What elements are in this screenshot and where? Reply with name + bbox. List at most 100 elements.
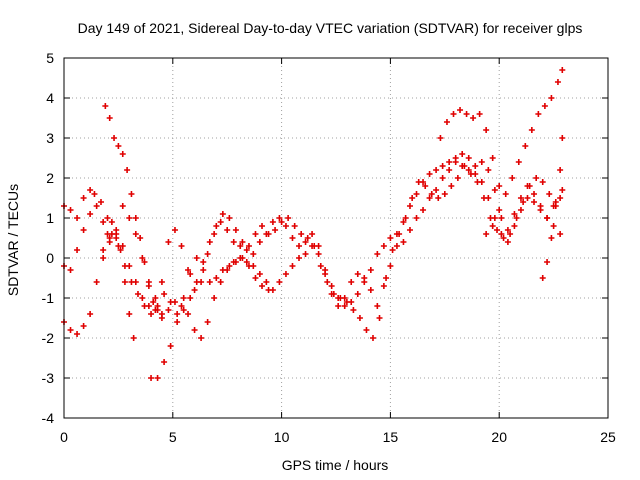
data-point (243, 259, 250, 265)
data-point (126, 215, 133, 221)
data-point (158, 279, 165, 285)
data-point (145, 283, 152, 289)
data-point (139, 255, 146, 261)
data-point (226, 215, 233, 221)
data-point (557, 195, 564, 201)
data-point (363, 327, 370, 333)
y-tick-label: 0 (46, 250, 54, 266)
data-point (224, 227, 231, 233)
data-point (191, 327, 198, 333)
x-tick-label: 20 (491, 429, 507, 445)
data-point (539, 275, 546, 281)
data-point (304, 235, 311, 241)
data-point (230, 239, 237, 245)
data-point (387, 235, 394, 241)
data-point (483, 127, 490, 133)
data-point (171, 299, 178, 305)
data-point (420, 207, 427, 213)
data-point (204, 319, 211, 325)
data-point (111, 135, 118, 141)
data-point (226, 263, 233, 269)
data-point (239, 239, 246, 245)
data-point (276, 279, 283, 285)
data-point (489, 223, 496, 229)
data-point (463, 111, 470, 117)
data-point (213, 223, 220, 229)
data-point (459, 151, 466, 157)
data-point (93, 279, 100, 285)
data-point (448, 183, 455, 189)
data-point (504, 239, 511, 245)
data-point (441, 191, 448, 197)
data-point (406, 203, 413, 209)
data-point (100, 219, 107, 225)
data-point (185, 311, 192, 317)
data-point (302, 251, 309, 257)
data-point (217, 279, 224, 285)
data-point (93, 203, 100, 209)
data-point (296, 255, 303, 261)
data-point (387, 263, 394, 269)
series-6-points (100, 219, 137, 341)
data-point (450, 111, 457, 117)
data-point (130, 335, 137, 341)
data-point (309, 243, 316, 249)
data-point (250, 251, 257, 257)
y-tick-label: -1 (42, 290, 55, 306)
data-point (554, 79, 561, 85)
data-point (113, 235, 120, 241)
data-point (263, 279, 270, 285)
data-point (100, 255, 107, 261)
data-point (541, 103, 548, 109)
data-point (483, 231, 490, 237)
data-point (217, 219, 224, 225)
data-point (511, 211, 518, 217)
data-point (152, 295, 159, 301)
data-point (413, 191, 420, 197)
data-point (282, 223, 289, 229)
data-point (237, 243, 244, 249)
data-point (409, 195, 416, 201)
data-point (328, 283, 335, 289)
data-point (67, 207, 74, 213)
data-point (243, 247, 250, 253)
data-point (476, 111, 483, 117)
series-7-points (437, 107, 503, 189)
data-point (239, 255, 246, 261)
data-point (154, 375, 161, 381)
data-point (374, 303, 381, 309)
data-point (187, 271, 194, 277)
data-point (67, 267, 74, 273)
data-point (376, 315, 383, 321)
x-tick-labels: 0 5 10 15 20 25 (60, 58, 616, 445)
data-point (498, 231, 505, 237)
data-point (74, 247, 81, 253)
data-point (402, 215, 409, 221)
data-point (426, 195, 433, 201)
data-point (200, 259, 207, 265)
data-point (180, 307, 187, 313)
data-point (256, 271, 263, 277)
data-point (507, 231, 514, 237)
data-point (198, 335, 205, 341)
data-point (335, 295, 342, 301)
data-point (204, 251, 211, 257)
data-point (531, 191, 538, 197)
data-point (341, 303, 348, 309)
data-point (178, 243, 185, 249)
data-point (154, 307, 161, 313)
series-4-points (102, 103, 165, 317)
data-point (367, 267, 374, 273)
data-point (437, 135, 444, 141)
x-tick-label: 10 (274, 429, 290, 445)
y-tick-label: 1 (46, 210, 54, 226)
data-point (552, 203, 559, 209)
data-point (174, 319, 181, 325)
data-point (369, 335, 376, 341)
data-point (289, 263, 296, 269)
data-point (374, 251, 381, 257)
data-point (528, 127, 535, 133)
data-point (206, 239, 213, 245)
data-point (211, 295, 218, 301)
data-point (335, 303, 342, 309)
